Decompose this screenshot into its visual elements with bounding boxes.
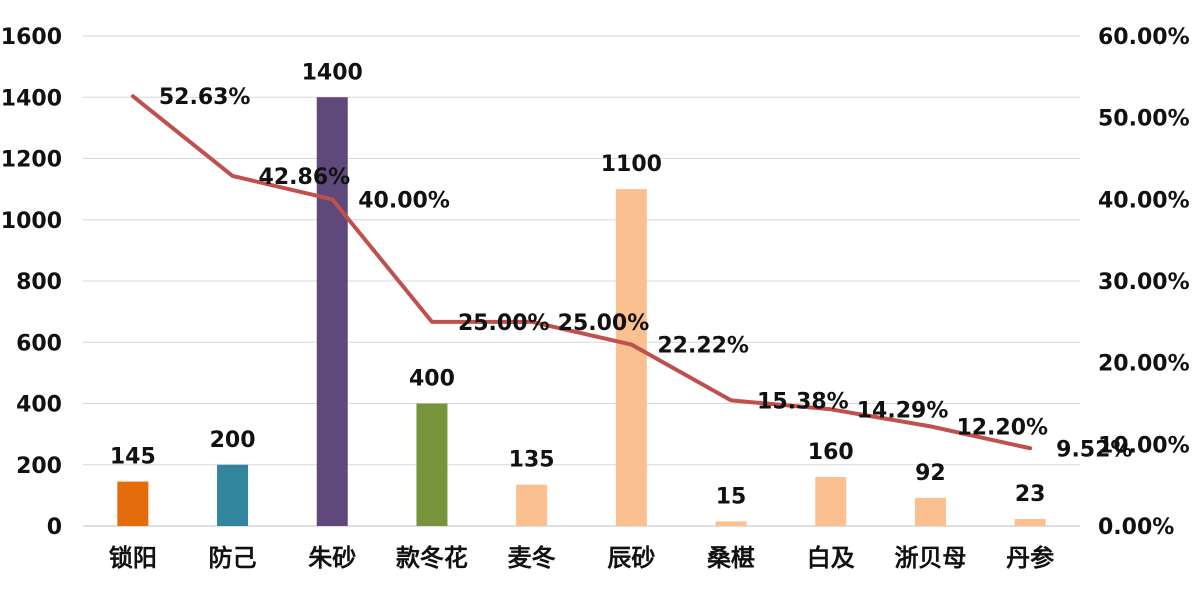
right-tick-label: 20.00% [1098, 352, 1190, 377]
bar-value-label: 92 [915, 461, 946, 486]
left-tick-label: 200 [16, 454, 62, 479]
line-value-label: 22.22% [657, 334, 749, 359]
bar-value-label: 135 [509, 448, 555, 473]
line-value-label: 40.00% [358, 188, 450, 213]
category-label: 桑椹 [707, 544, 755, 572]
bar-value-label: 200 [210, 428, 256, 453]
left-tick-label: 400 [16, 393, 62, 418]
category-label: 丹参 [1006, 544, 1054, 572]
bar-value-label: 23 [1015, 482, 1046, 507]
category-label: 白及 [807, 544, 855, 572]
left-tick-label: 0 [47, 515, 62, 540]
bar-桑椹 [715, 521, 747, 526]
line-value-label: 14.29% [857, 398, 949, 423]
line-series [130, 94, 1033, 451]
line-value-label: 15.38% [757, 389, 849, 414]
bar-辰砂 [615, 189, 647, 526]
line-value-label: 42.86% [259, 165, 351, 190]
line-value-label: 12.20% [956, 415, 1048, 440]
line-value-label: 52.63% [159, 85, 251, 110]
line-series-path [130, 94, 1033, 451]
left-tick-label: 800 [16, 270, 62, 295]
category-label: 锁阳 [109, 544, 157, 572]
bar-丹参 [1014, 518, 1046, 526]
line-value-label: 25.00% [458, 311, 550, 336]
left-tick-label: 1400 [1, 86, 62, 111]
right-tick-label: 50.00% [1098, 107, 1190, 132]
bar-value-label: 1400 [302, 60, 363, 85]
left-tick-label: 1000 [1, 209, 62, 234]
line-value-labels: 52.63% 42.86% 40.00% 25.00% 25.00% 22.22% 15.3… [159, 85, 1133, 462]
bar-款冬花 [416, 403, 448, 526]
bar-浙贝母 [914, 497, 946, 526]
bar-朱砂 [316, 97, 348, 526]
category-label: 防己 [209, 544, 257, 572]
category-label: 辰砂 [607, 544, 655, 572]
right-tick-label: 40.00% [1098, 188, 1190, 213]
bar-防己 [217, 464, 249, 526]
bar-白及 [815, 477, 847, 526]
right-axis-ticks: 0.00% 10.00% 20.00% 30.00% 40.00% 50.00% 60.00… [1098, 25, 1190, 540]
bar-value-label: 160 [808, 440, 854, 465]
category-label: 朱砂 [308, 544, 356, 572]
left-axis-ticks: 0 200 400 600 800 1000 1200 1400 1600 [1, 25, 62, 540]
left-tick-label: 1600 [1, 25, 62, 50]
bar-series [117, 97, 1046, 526]
line-value-label: 25.00% [558, 311, 650, 336]
right-tick-label: 10.00% [1098, 433, 1190, 458]
right-tick-label: 60.00% [1098, 25, 1190, 50]
bar-value-labels: 145 200 1400 400 135 1100 15 160 92 23 [110, 60, 1046, 509]
category-label: 款冬花 [396, 544, 468, 572]
category-labels: 锁阳 防己 朱砂 款冬花 麦冬 辰砂 桑椹 白及 浙贝母 丹参 [109, 544, 1054, 572]
left-tick-label: 1200 [1, 148, 62, 173]
left-tick-label: 600 [16, 331, 62, 356]
bar-锁阳 [117, 481, 149, 526]
right-tick-label: 0.00% [1098, 515, 1174, 540]
right-tick-label: 30.00% [1098, 270, 1190, 295]
gridlines [83, 35, 1080, 527]
line-value-label: 9.52% [1056, 437, 1132, 462]
bar-value-label: 15 [716, 484, 747, 509]
bar-value-label: 400 [409, 367, 455, 392]
bar-value-label: 145 [110, 445, 156, 470]
bar-麦冬 [516, 484, 548, 526]
category-label: 麦冬 [508, 544, 556, 572]
bar-value-label: 1100 [601, 152, 662, 177]
category-label: 浙贝母 [894, 544, 966, 572]
